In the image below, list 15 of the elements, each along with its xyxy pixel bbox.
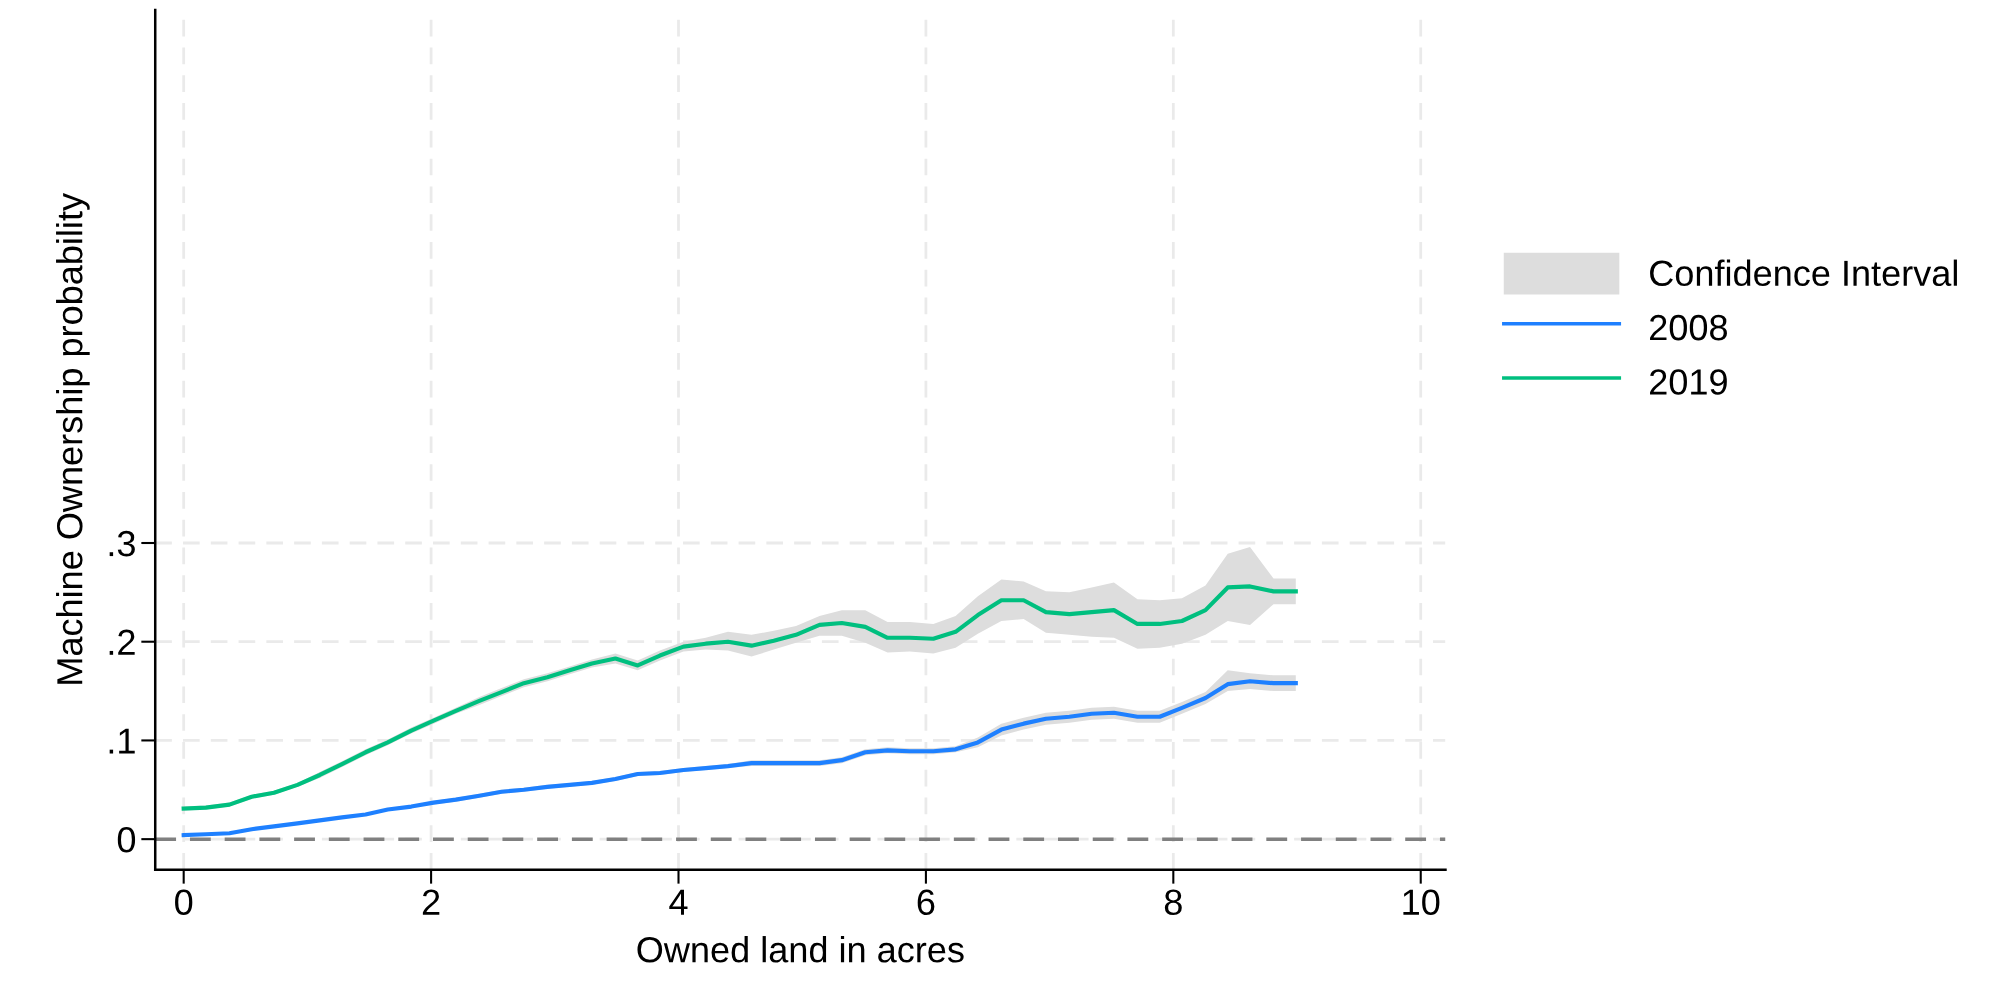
x-tick-label: 6	[917, 889, 935, 916]
x-tick-label: 0	[175, 889, 193, 916]
y-tick-label: .2	[109, 629, 135, 655]
x-axis-title: Owned land in acres	[637, 936, 964, 963]
x-tick-label: 8	[1164, 889, 1182, 916]
y-tick-label: 0	[117, 827, 136, 853]
x-tick-label: 4	[669, 889, 688, 915]
legend-label: 2008	[1650, 314, 1727, 341]
y-tick-label: .1	[109, 728, 135, 754]
text: Confidence Interval	[1650, 259, 1957, 287]
legend-label: 2019	[1650, 369, 1727, 395]
x-tick-label: 2	[422, 889, 440, 915]
y-tick-label: .3	[109, 530, 135, 557]
y-axis-title: Machine Ownership probability	[56, 193, 90, 684]
x-tick-label: 10	[1403, 889, 1440, 916]
